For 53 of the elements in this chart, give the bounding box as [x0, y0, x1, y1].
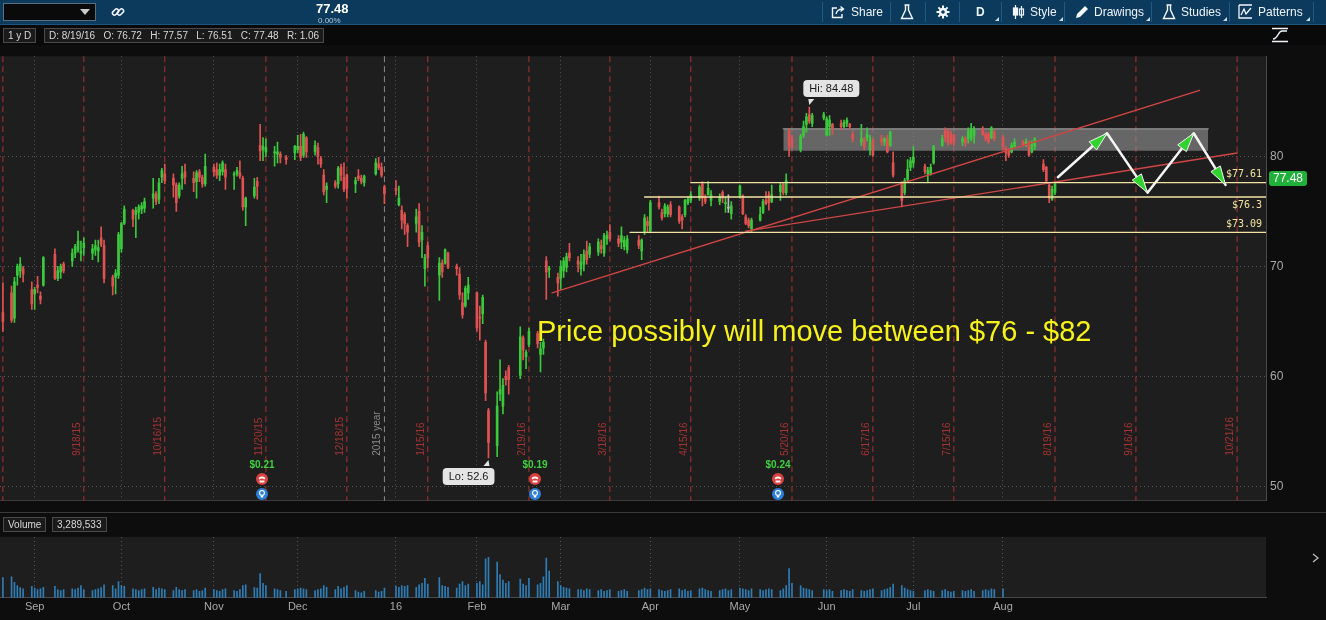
ref-line-label: 1/15/16 — [414, 422, 426, 456]
ref-line-label: 7/15/16 — [940, 422, 952, 456]
annotation: Price possibly will move between $76 - $82 — [537, 315, 1092, 348]
y-tick-label: 70 — [1270, 258, 1284, 273]
ref-line-label: 6/17/16 — [859, 422, 871, 456]
text: Drawings — [1094, 5, 1145, 20]
x-tick-label: Feb — [467, 600, 487, 613]
x-tick-label: Jul — [906, 600, 921, 613]
text: Studies — [1181, 5, 1222, 20]
y-tick-label: 80 — [1270, 148, 1284, 163]
series-label: $73.09 — [1225, 217, 1262, 229]
chart-title: 1 y D — [3, 28, 37, 43]
text: Share — [851, 5, 884, 20]
text: 77.48 — [316, 1, 349, 17]
text: Style — [1030, 5, 1057, 20]
ref-line-label: 3/18/16 — [596, 422, 608, 456]
x-tick-label: 16 — [389, 600, 403, 613]
text: 0.00% — [318, 15, 341, 26]
text: 77.48 — [1273, 171, 1304, 186]
y-tick-label: 50 — [1270, 478, 1284, 493]
annotation: Lo: 52.6 — [448, 469, 489, 482]
x-tick-label: Oct — [112, 600, 130, 613]
annotation: Hi: 84.48 — [809, 82, 854, 95]
x-tick-label: May — [729, 600, 751, 613]
x-tick-label: Mar — [551, 600, 571, 613]
text: Patterns — [1258, 5, 1303, 20]
annotation: $0.19 — [522, 458, 548, 470]
ref-line-label: 2/19/16 — [515, 422, 527, 456]
x-tick-label: Nov — [204, 600, 225, 613]
ref-line-label: 12/18/15 — [333, 416, 345, 456]
y-tick-label: 60 — [1270, 368, 1284, 383]
ref-line-label: 9/18/15 — [70, 422, 82, 456]
x-tick-label: Sep — [24, 600, 45, 613]
x-tick-label: Apr — [641, 600, 660, 613]
chart-title: Volume — [3, 517, 47, 532]
ref-line-label: 4/15/16 — [677, 422, 689, 456]
ref-line-label: 5/20/16 — [778, 422, 790, 456]
ref-line-label: 8/19/16 — [1041, 422, 1053, 456]
ref-line-label: 9/16/16 — [1122, 422, 1134, 456]
annotation: $0.24 — [765, 458, 791, 470]
x-tick-label: Aug — [993, 600, 1013, 613]
series-label: $77.61 — [1225, 168, 1262, 180]
annotation: $0.21 — [249, 458, 275, 470]
series-label: $76.3 — [1231, 198, 1262, 210]
x-tick-label: Jun — [817, 600, 836, 613]
ref-line-label: 2015 year — [371, 410, 383, 456]
ref-line-label: 11/20/15 — [252, 417, 264, 456]
text: 3,289,533 — [52, 517, 107, 532]
x-tick-label: Dec — [287, 600, 308, 613]
ref-line-label: 10/16/15 — [151, 416, 163, 456]
chart-subtitle: D: 8/19/16 O: 76.72 H: 77.57 L: 76.51 C: 77.48 R: 1.06 — [44, 28, 325, 43]
ref-line-label: 10/21/16 — [1223, 416, 1235, 456]
text: D — [976, 5, 985, 20]
